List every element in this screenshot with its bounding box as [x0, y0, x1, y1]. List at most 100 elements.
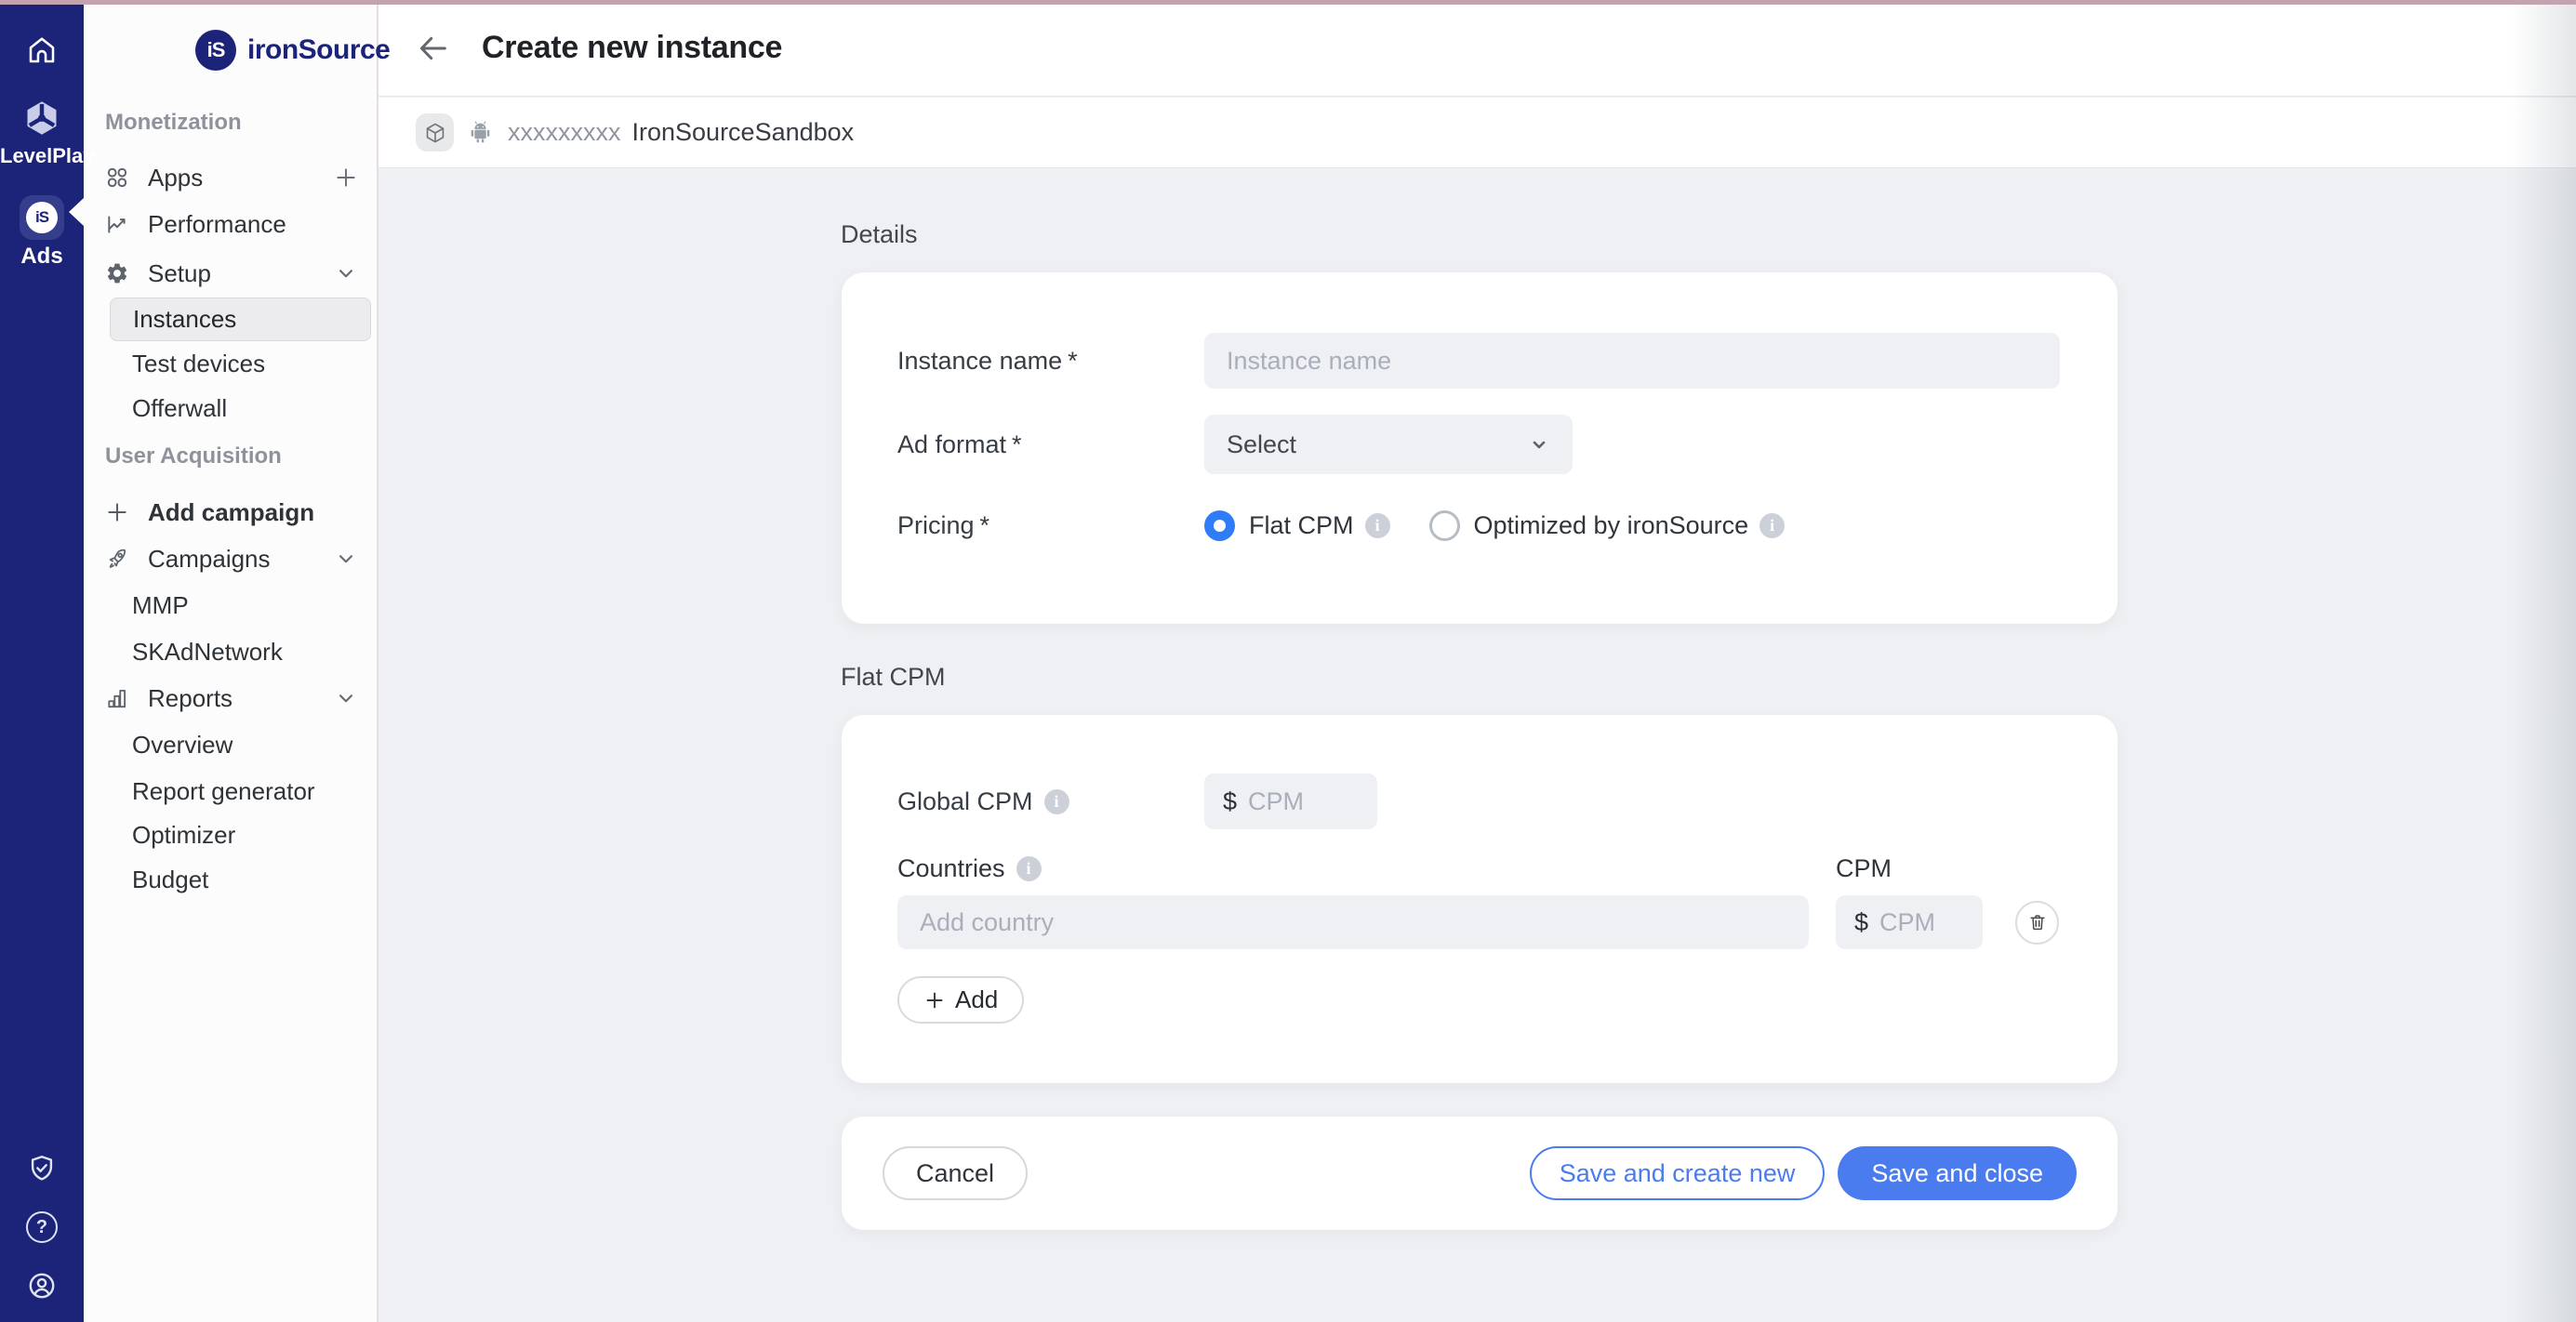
- sidebar-item-label: Offerwall: [132, 393, 228, 422]
- app-selector-bar[interactable]: xxxxxxxxx IronSourceSandbox: [378, 98, 2576, 168]
- sidebar-item-setup[interactable]: Setup: [105, 250, 358, 297]
- sidebar-item-label: Performance: [148, 209, 286, 238]
- sidebar-item-reports[interactable]: Reports: [105, 675, 358, 721]
- currency-symbol: $: [1854, 907, 1869, 936]
- apps-grid-icon: [107, 167, 127, 188]
- ironsource-logo-text: ironSource: [247, 34, 391, 65]
- sidebar-item-test-devices[interactable]: Test devices: [132, 341, 265, 386]
- chevron-down-icon[interactable]: [334, 547, 358, 571]
- details-section-label: Details: [841, 220, 918, 248]
- sidebar-item-offerwall[interactable]: Offerwall: [132, 386, 227, 430]
- sidebar-item-skadnetwork[interactable]: SKAdNetwork: [132, 629, 283, 674]
- app-id: xxxxxxxxx: [508, 118, 621, 146]
- info-icon[interactable]: i: [1759, 512, 1786, 538]
- country-cpm-input[interactable]: [1879, 907, 1964, 937]
- sidebar-item-label: Report generator: [132, 776, 315, 805]
- shield-check-icon[interactable]: [26, 1153, 58, 1184]
- back-arrow-icon[interactable]: [417, 32, 450, 65]
- radio-unselected-icon[interactable]: [1428, 509, 1460, 541]
- sidebar-item-budget[interactable]: Budget: [132, 857, 208, 902]
- rocket-icon: [109, 549, 126, 568]
- sidebar-item-overview[interactable]: Overview: [132, 722, 232, 767]
- add-button-label: Add: [955, 985, 999, 1013]
- cpm-column-label: CPM: [1836, 853, 1892, 882]
- form-content: Details Instance name* Ad format* Select: [378, 168, 2576, 1322]
- sidebar-item-mmp[interactable]: MMP: [132, 583, 189, 628]
- chevron-down-icon[interactable]: [334, 686, 358, 710]
- info-icon[interactable]: i: [1364, 512, 1390, 538]
- sidebar-item-label: Test devices: [132, 349, 266, 377]
- sidebar-item-performance[interactable]: Performance: [105, 201, 358, 247]
- main-area: Create new instance xxxxxxxxx IronSource…: [378, 0, 2576, 1322]
- sidebar-item-label: Instances: [133, 305, 237, 333]
- sidebar-item-label: Apps: [148, 163, 204, 192]
- global-cpm-input[interactable]: [1248, 787, 1359, 816]
- bar-chart-icon: [108, 689, 126, 708]
- plus-icon: [108, 503, 126, 522]
- info-icon[interactable]: i: [1043, 788, 1069, 814]
- rail-item-label: LevelPlay: [0, 144, 95, 167]
- sidebar-item-instances-active[interactable]: Instances: [110, 297, 371, 341]
- account-icon[interactable]: [26, 1270, 58, 1302]
- sidebar-group-user-acquisition: User Acquisition: [105, 443, 282, 469]
- chevron-down-icon[interactable]: [334, 261, 358, 285]
- sidebar-item-label: Budget: [132, 865, 209, 893]
- sidebar-item-label: Overview: [132, 730, 233, 759]
- cube-icon: [426, 123, 444, 142]
- save-and-close-button[interactable]: Save and close: [1838, 1146, 2077, 1200]
- pricing-optimized-radio[interactable]: Optimized by ironSource i: [1428, 509, 1786, 541]
- instance-name-label: Instance name *: [897, 346, 1078, 375]
- add-country-button[interactable]: Add: [897, 976, 1025, 1024]
- save-and-create-new-button[interactable]: Save and create new: [1529, 1146, 1826, 1200]
- home-icon[interactable]: [25, 33, 59, 67]
- sidebar-item-campaigns[interactable]: Campaigns: [105, 535, 358, 582]
- pricing-flat-cpm-radio[interactable]: Flat CPM i: [1204, 509, 1390, 541]
- android-icon: [471, 121, 490, 143]
- sidebar-item-label: Setup: [148, 258, 211, 287]
- info-icon[interactable]: i: [1016, 855, 1042, 881]
- actions-card: Cancel Save and create new Save and clos…: [842, 1117, 2118, 1230]
- sidebar-item-optimizer[interactable]: Optimizer: [132, 813, 235, 857]
- global-cpm-label: Global CPM i: [897, 787, 1204, 816]
- sidebar-item-label: Campaigns: [148, 544, 271, 573]
- sidebar-item-label: Add campaign: [148, 497, 315, 526]
- add-app-plus-icon[interactable]: [334, 165, 358, 190]
- rail-item-levelplay[interactable]: LevelPlay: [0, 99, 95, 168]
- rail-item-label: Ads: [20, 244, 63, 269]
- page-title: Create new instance: [482, 30, 783, 65]
- sidebar-item-report-generator[interactable]: Report generator: [132, 769, 315, 813]
- details-card: Instance name* Ad format* Select Pricing…: [842, 272, 2118, 624]
- global-cpm-field: $: [1204, 773, 1377, 829]
- sidebar-item-label: SKAdNetwork: [132, 637, 283, 666]
- radio-label: Flat CPM: [1249, 510, 1354, 539]
- unity-levelplay-icon: [27, 101, 57, 135]
- ironsource-logo-icon: iS: [195, 30, 236, 71]
- active-app-notch: [69, 198, 84, 226]
- sidebar-item-label: Reports: [148, 683, 233, 712]
- app-name: IronSourceSandbox: [631, 118, 855, 146]
- countries-column-label: Countries i: [897, 854, 1042, 883]
- radio-label: Optimized by ironSource: [1473, 510, 1749, 539]
- rail-item-ads-active[interactable]: iS: [20, 195, 64, 240]
- instance-name-input[interactable]: [1204, 333, 2060, 389]
- help-icon[interactable]: ?: [26, 1211, 58, 1243]
- radio-selected-icon[interactable]: [1204, 509, 1235, 541]
- sidebar-item-add-campaign[interactable]: Add campaign: [105, 489, 358, 535]
- currency-symbol: $: [1223, 787, 1238, 815]
- sidebar-item-label: MMP: [132, 590, 189, 619]
- flat-cpm-card: Global CPM i $ Countries i CPM: [842, 715, 2118, 1083]
- ad-format-label: Ad format *: [897, 430, 1022, 458]
- chevron-down-icon: [1533, 441, 1546, 449]
- delete-country-row-button[interactable]: [2015, 900, 2059, 945]
- sidebar: iS ironSource Monetization Apps Performa…: [84, 0, 391, 1322]
- cancel-button[interactable]: Cancel: [883, 1146, 1029, 1200]
- sidebar-item-apps[interactable]: Apps: [105, 154, 358, 201]
- plus-icon: [926, 992, 943, 1008]
- ad-format-select[interactable]: Select: [1204, 415, 1573, 474]
- country-input[interactable]: [897, 895, 1809, 949]
- ad-format-selected-value: Select: [1227, 430, 1297, 458]
- ironsource-badge-icon: iS: [26, 202, 58, 233]
- app-cube-badge: [416, 113, 454, 152]
- app-rail: LevelPlay iS Ads ?: [0, 0, 95, 1322]
- sidebar-item-label: Optimizer: [132, 820, 236, 849]
